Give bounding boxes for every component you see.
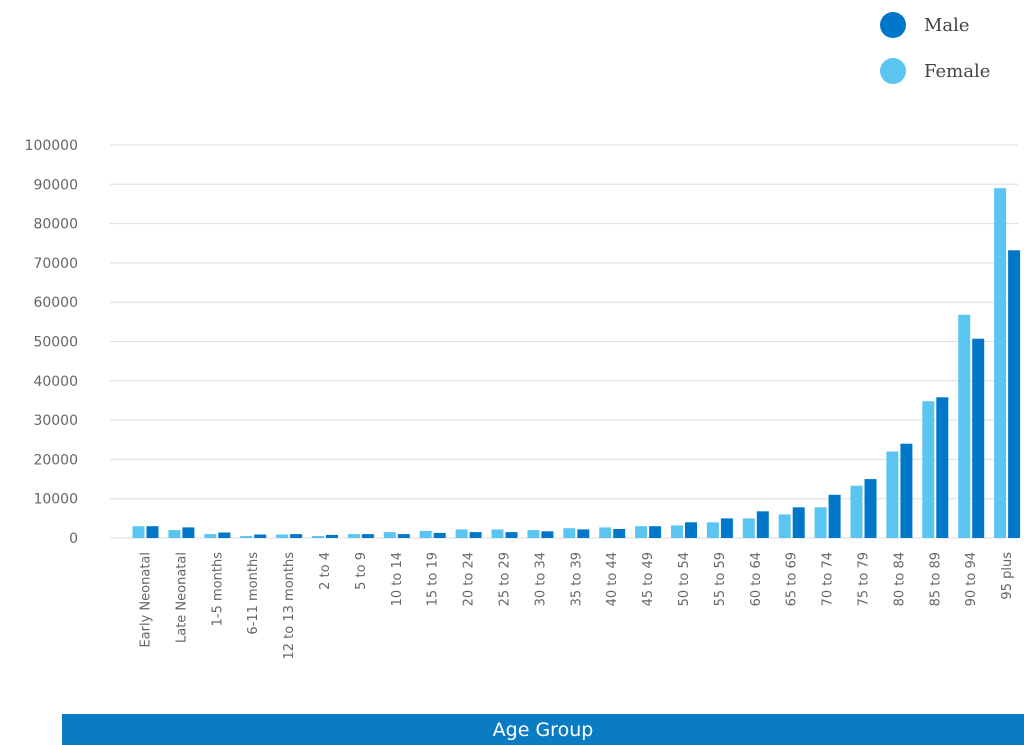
x-tick-label-5-to-9: 5 to 9 bbox=[354, 552, 369, 590]
y-tick-label: 40000 bbox=[33, 374, 78, 390]
bars bbox=[133, 188, 1021, 538]
bar-male-early-neonatal bbox=[147, 526, 159, 538]
bar-male-65-to-69 bbox=[793, 507, 805, 538]
y-tick-label: 0 bbox=[69, 531, 78, 547]
x-tick-label-70-to-74: 70 to 74 bbox=[821, 552, 836, 606]
bar-male-80-to-84 bbox=[900, 444, 912, 538]
bar-female-50-to-54 bbox=[671, 525, 683, 538]
bar-female-15-to-19 bbox=[420, 531, 432, 538]
x-tick-label-75-to-79: 75 to 79 bbox=[857, 552, 872, 606]
bar-male-70-to-74 bbox=[829, 495, 841, 538]
x-axis-ticks: Early Neonatal Late Neonatal 1-5 months 6-1… bbox=[139, 552, 1016, 660]
bar-female-90-to-94 bbox=[958, 315, 970, 538]
x-tick-label-12-to-13-months: 12 to 13 months bbox=[282, 552, 297, 660]
bar-female-55-to-59 bbox=[707, 522, 719, 538]
bar-male-15-to-19 bbox=[434, 533, 446, 538]
x-tick-label-20-to-24: 20 to 24 bbox=[462, 552, 477, 606]
y-tick-label: 70000 bbox=[33, 256, 78, 272]
bar-male-1-5-months bbox=[218, 533, 230, 539]
x-tick-label-45-to-49: 45 to 49 bbox=[641, 552, 656, 606]
y-tick-label: 30000 bbox=[33, 413, 78, 429]
bar-female-20-to-24 bbox=[456, 529, 468, 538]
bar-male-55-to-59 bbox=[721, 518, 733, 538]
x-tick-label-40-to-44: 40 to 44 bbox=[605, 552, 620, 606]
bar-female-95-plus bbox=[994, 188, 1006, 538]
bar-male-6-11-months bbox=[254, 535, 266, 539]
y-tick-label: 50000 bbox=[33, 335, 78, 351]
bar-female-75-to-79 bbox=[851, 486, 863, 538]
x-tick-label-95-plus: 95 plus bbox=[1000, 552, 1015, 600]
x-tick-label-50-to-54: 50 to 54 bbox=[677, 552, 692, 606]
y-tick-label: 20000 bbox=[33, 452, 78, 468]
x-tick-label-85-to-89: 85 to 89 bbox=[928, 552, 943, 606]
y-tick-label: 80000 bbox=[33, 217, 78, 233]
bar-female-10-to-14 bbox=[384, 532, 396, 538]
bar-female-45-to-49 bbox=[635, 526, 647, 538]
x-tick-label-35-to-39: 35 to 39 bbox=[569, 552, 584, 606]
x-tick-label-early-neonatal: Early Neonatal bbox=[139, 552, 154, 648]
bar-male-30-to-34 bbox=[541, 531, 553, 538]
x-tick-label-late-neonatal: Late Neonatal bbox=[174, 552, 189, 643]
bar-female-late-neonatal bbox=[168, 530, 180, 538]
bar-female-6-11-months bbox=[240, 536, 252, 538]
x-tick-label-15-to-19: 15 to 19 bbox=[426, 552, 441, 606]
gridlines bbox=[110, 145, 1018, 538]
x-tick-label-90-to-94: 90 to 94 bbox=[964, 552, 979, 606]
bar-female-40-to-44 bbox=[599, 527, 611, 538]
legend-label-female: Female bbox=[924, 61, 990, 82]
bar-female-12-to-13-months bbox=[276, 535, 288, 539]
bar-female-60-to-64 bbox=[743, 518, 755, 538]
legend-item-female: Female bbox=[880, 58, 990, 84]
legend-label-male: Male bbox=[924, 15, 970, 36]
bar-male-60-to-64 bbox=[757, 511, 769, 538]
bar-male-10-to-14 bbox=[398, 534, 410, 538]
y-tick-label: 100000 bbox=[25, 138, 78, 154]
y-tick-label: 60000 bbox=[33, 295, 78, 311]
bar-female-2-to-4 bbox=[312, 536, 324, 538]
bar-male-45-to-49 bbox=[649, 526, 661, 538]
x-axis-title: Age Group bbox=[62, 714, 1024, 745]
bar-female-1-5-months bbox=[204, 534, 216, 538]
bar-male-50-to-54 bbox=[685, 522, 697, 538]
bar-female-65-to-69 bbox=[779, 514, 791, 538]
x-tick-label-1-5-months: 1-5 months bbox=[210, 552, 225, 627]
bar-female-30-to-34 bbox=[527, 530, 539, 538]
bar-male-12-to-13-months bbox=[290, 534, 302, 538]
bar-female-early-neonatal bbox=[133, 526, 145, 538]
y-tick-label: 10000 bbox=[33, 492, 78, 508]
x-tick-label-10-to-14: 10 to 14 bbox=[390, 552, 405, 606]
x-tick-label-25-to-29: 25 to 29 bbox=[498, 552, 513, 606]
bar-female-25-to-29 bbox=[492, 529, 504, 538]
bar-female-85-to-89 bbox=[922, 401, 934, 538]
bar-male-35-to-39 bbox=[577, 529, 589, 538]
bar-male-85-to-89 bbox=[936, 397, 948, 538]
bar-female-35-to-39 bbox=[563, 528, 575, 538]
legend: Male Female bbox=[880, 12, 990, 104]
bar-male-2-to-4 bbox=[326, 535, 338, 538]
x-tick-label-30-to-34: 30 to 34 bbox=[533, 552, 548, 606]
bar-male-late-neonatal bbox=[182, 527, 194, 538]
x-tick-label-6-11-months: 6-11 months bbox=[246, 552, 261, 635]
x-tick-label-55-to-59: 55 to 59 bbox=[713, 552, 728, 606]
legend-item-male: Male bbox=[880, 12, 990, 38]
legend-swatch-female bbox=[880, 58, 906, 84]
bar-male-40-to-44 bbox=[613, 529, 625, 538]
bar-female-5-to-9 bbox=[348, 534, 360, 538]
x-tick-label-60-to-64: 60 to 64 bbox=[749, 552, 764, 606]
y-tick-label: 90000 bbox=[33, 177, 78, 193]
bar-male-90-to-94 bbox=[972, 339, 984, 538]
bar-male-75-to-79 bbox=[865, 479, 877, 538]
legend-swatch-male bbox=[880, 12, 906, 38]
bar-male-20-to-24 bbox=[470, 532, 482, 538]
x-tick-label-2-to-4: 2 to 4 bbox=[318, 552, 333, 590]
bar-female-70-to-74 bbox=[815, 507, 827, 538]
bar-male-95-plus bbox=[1008, 250, 1020, 538]
y-axis-ticks: 0 10000 20000 30000 40000 50000 60000 70000 8000… bbox=[25, 138, 78, 547]
x-tick-label-80-to-84: 80 to 84 bbox=[892, 552, 907, 606]
bar-female-80-to-84 bbox=[886, 452, 898, 539]
bar-male-25-to-29 bbox=[506, 532, 518, 538]
bar-male-5-to-9 bbox=[362, 534, 374, 538]
x-tick-label-65-to-69: 65 to 69 bbox=[785, 552, 800, 606]
